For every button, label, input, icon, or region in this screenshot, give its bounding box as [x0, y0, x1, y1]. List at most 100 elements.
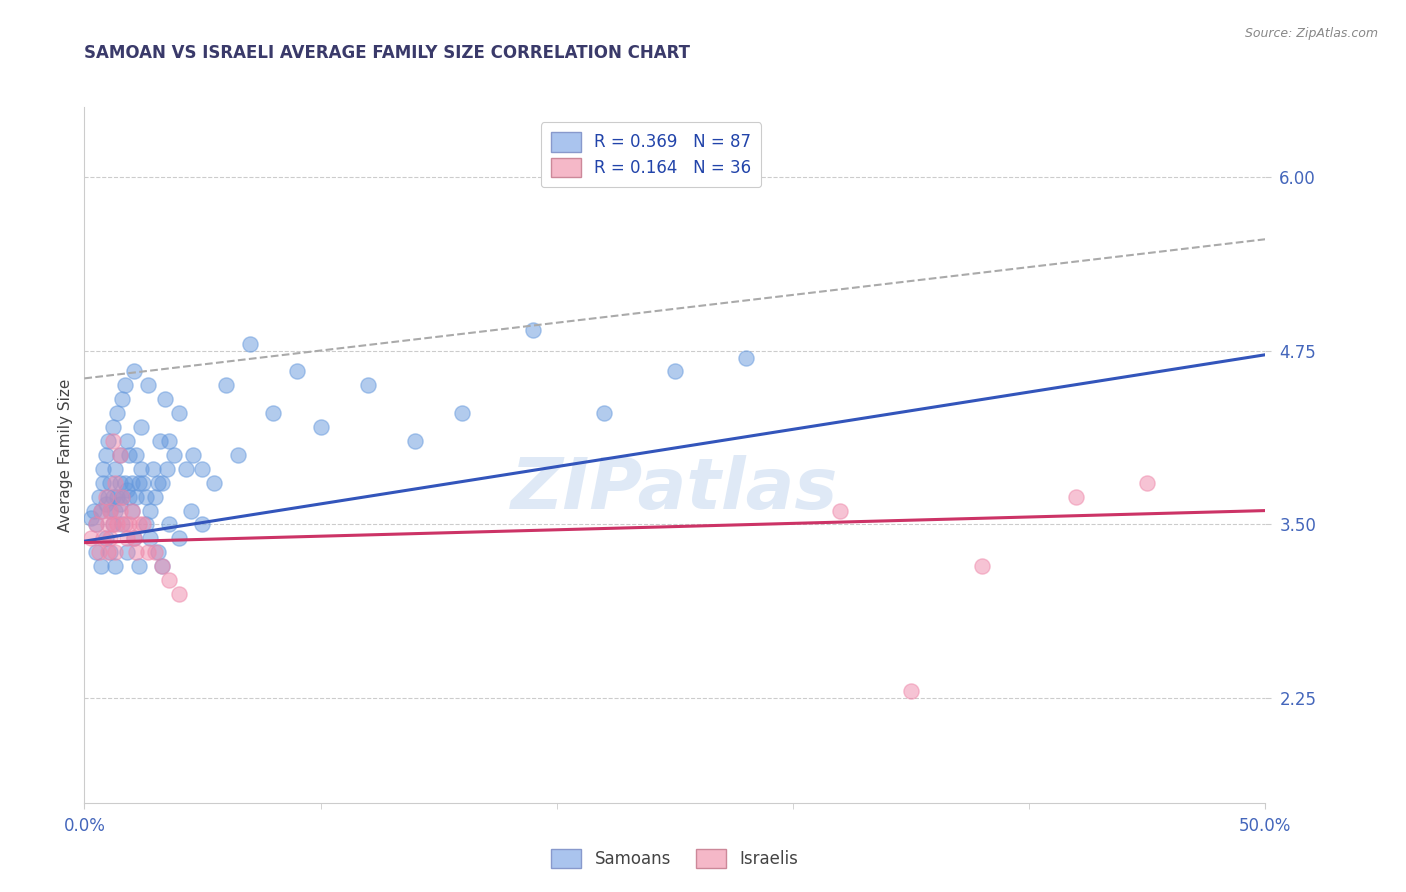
Point — [136, 545, 159, 559]
Point — [83, 503, 105, 517]
Point — [1066, 490, 1088, 504]
Point — [114, 517, 136, 532]
Point — [215, 378, 238, 392]
Point — [97, 490, 120, 504]
Legend: Samoans, Israelis: Samoans, Israelis — [544, 842, 806, 875]
Point — [90, 503, 112, 517]
Point — [135, 490, 157, 504]
Point — [111, 392, 134, 407]
Point — [734, 351, 756, 365]
Point — [309, 420, 332, 434]
Point — [143, 545, 166, 559]
Point — [156, 462, 179, 476]
Point — [664, 364, 686, 378]
Point — [181, 448, 204, 462]
Point — [239, 336, 262, 351]
Point — [180, 503, 202, 517]
Point — [91, 475, 114, 490]
Point — [451, 406, 474, 420]
Point — [87, 490, 110, 504]
Point — [98, 532, 121, 546]
Point — [91, 532, 114, 546]
Point — [111, 517, 134, 532]
Point — [129, 462, 152, 476]
Point — [128, 559, 150, 574]
Point — [90, 503, 112, 517]
Point — [191, 517, 214, 532]
Point — [94, 490, 117, 504]
Point — [142, 462, 165, 476]
Point — [970, 559, 993, 574]
Point — [593, 406, 616, 420]
Y-axis label: Average Family Size: Average Family Size — [58, 378, 73, 532]
Point — [121, 475, 143, 490]
Legend: R = 0.369   N = 87, R = 0.164   N = 36: R = 0.369 N = 87, R = 0.164 N = 36 — [541, 122, 762, 187]
Point — [136, 378, 159, 392]
Point — [125, 545, 148, 559]
Point — [97, 545, 120, 559]
Point — [128, 475, 150, 490]
Point — [108, 497, 131, 511]
Point — [167, 406, 190, 420]
Point — [357, 378, 380, 392]
Point — [101, 490, 124, 504]
Point — [153, 392, 176, 407]
Point — [139, 532, 162, 546]
Point — [1136, 475, 1159, 490]
Point — [135, 517, 157, 532]
Point — [285, 364, 308, 378]
Point — [830, 503, 852, 517]
Point — [108, 475, 131, 490]
Point — [121, 503, 143, 517]
Point — [84, 545, 107, 559]
Point — [98, 503, 121, 517]
Point — [900, 684, 922, 698]
Point — [97, 434, 120, 448]
Text: ZIPatlas: ZIPatlas — [512, 455, 838, 524]
Point — [146, 545, 169, 559]
Point — [150, 559, 173, 574]
Point — [262, 406, 284, 420]
Point — [122, 532, 145, 546]
Point — [226, 448, 249, 462]
Point — [80, 510, 103, 524]
Point — [107, 406, 129, 420]
Point — [104, 545, 127, 559]
Point — [139, 503, 162, 517]
Point — [111, 490, 134, 504]
Point — [143, 490, 166, 504]
Point — [91, 462, 114, 476]
Point — [122, 364, 145, 378]
Point — [84, 517, 107, 532]
Point — [97, 517, 120, 532]
Point — [150, 559, 173, 574]
Point — [94, 532, 117, 546]
Point — [125, 490, 148, 504]
Point — [104, 559, 127, 574]
Point — [108, 503, 131, 517]
Point — [118, 448, 141, 462]
Point — [114, 475, 136, 490]
Point — [94, 448, 117, 462]
Point — [115, 532, 138, 546]
Point — [80, 532, 103, 546]
Point — [167, 532, 190, 546]
Point — [94, 497, 117, 511]
Point — [98, 503, 121, 517]
Point — [202, 475, 225, 490]
Point — [104, 475, 127, 490]
Point — [129, 420, 152, 434]
Point — [114, 378, 136, 392]
Point — [118, 490, 141, 504]
Point — [150, 475, 173, 490]
Point — [132, 475, 155, 490]
Point — [174, 462, 197, 476]
Point — [157, 434, 180, 448]
Point — [191, 462, 214, 476]
Point — [149, 434, 172, 448]
Point — [522, 323, 544, 337]
Point — [163, 448, 186, 462]
Text: Source: ZipAtlas.com: Source: ZipAtlas.com — [1244, 27, 1378, 40]
Point — [115, 545, 138, 559]
Point — [157, 573, 180, 587]
